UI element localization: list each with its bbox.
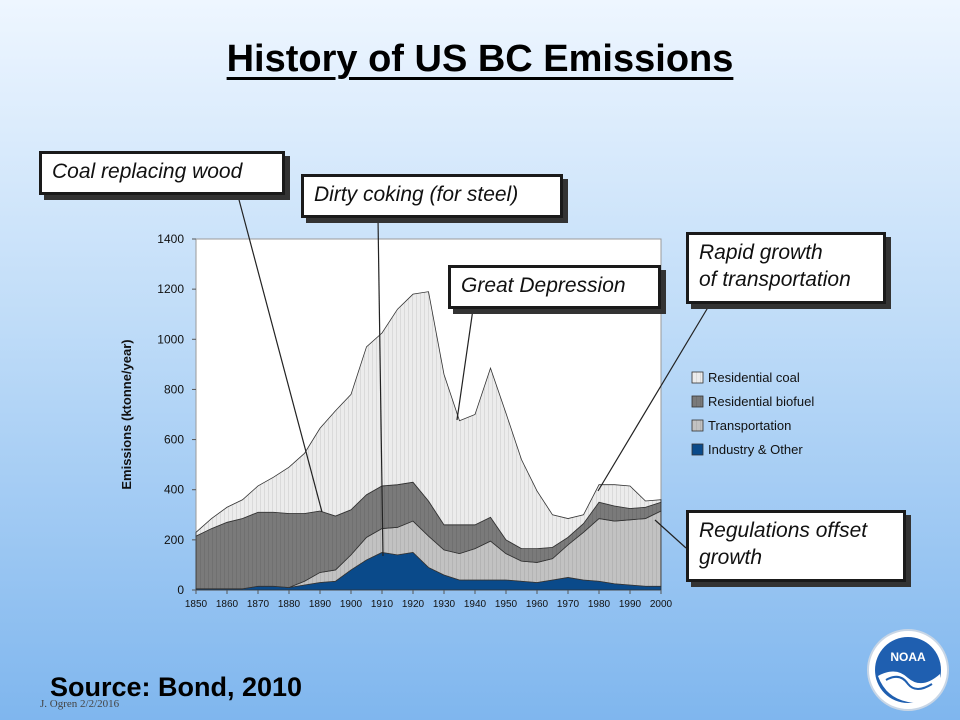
y-tick-label: 800 bbox=[164, 382, 184, 396]
callout-dirty-coking-text: Dirty coking (for steel) bbox=[314, 183, 519, 206]
x-tick-label: 1990 bbox=[619, 599, 642, 610]
callout-pointer-line bbox=[456, 308, 474, 421]
area-residential-coal bbox=[195, 291, 662, 550]
x-tick-label: 1940 bbox=[464, 599, 487, 610]
y-tick-label: 1400 bbox=[157, 232, 184, 246]
callout-dirty-coking: Dirty coking (for steel) bbox=[301, 174, 563, 218]
source-citation: Source: Bond, 2010 bbox=[50, 672, 303, 702]
callout-rapid-growth-line2: of transportation bbox=[699, 268, 851, 291]
legend-label: Residential coal bbox=[708, 370, 800, 385]
legend-label: Residential biofuel bbox=[708, 394, 814, 409]
x-tick-label: 2000 bbox=[650, 599, 673, 610]
callout-coal-replacing-wood: Coal replacing wood bbox=[39, 151, 285, 195]
legend-swatch bbox=[691, 443, 704, 456]
legend-label: Transportation bbox=[708, 418, 791, 433]
callout-pointer-line bbox=[237, 195, 323, 513]
x-tick-label: 1950 bbox=[495, 599, 518, 610]
x-tick-label: 1900 bbox=[340, 599, 363, 610]
x-tick-label: 1860 bbox=[216, 599, 239, 610]
x-tick-label: 1920 bbox=[402, 599, 425, 610]
callout-regulations: Regulations offset growth bbox=[686, 510, 906, 582]
y-tick-label: 600 bbox=[164, 433, 184, 447]
footer-note: J. Ogren 2/2/2016 bbox=[40, 698, 120, 710]
legend-label: Industry & Other bbox=[708, 442, 803, 457]
x-tick-label: 1910 bbox=[371, 599, 394, 610]
callout-rapid-growth-line1: Rapid growth bbox=[699, 241, 823, 264]
legend-swatch bbox=[691, 371, 704, 384]
callout-pointers bbox=[237, 195, 711, 557]
x-tick-label: 1970 bbox=[557, 599, 580, 610]
legend: Residential coal Residential biofuel Trans… bbox=[691, 370, 814, 457]
slide-title: History of US BC Emissions bbox=[226, 38, 734, 80]
y-tick-label: 200 bbox=[164, 533, 184, 547]
callout-great-depression: Great Depression bbox=[448, 265, 661, 309]
legend-swatch bbox=[691, 395, 704, 408]
callout-regulations-line2: growth bbox=[699, 546, 763, 569]
x-tick-label: 1930 bbox=[433, 599, 456, 610]
callout-pointer-line bbox=[377, 217, 384, 557]
y-tick-label: 1000 bbox=[157, 332, 184, 346]
callout-pointer-line bbox=[654, 519, 687, 549]
x-tick-label: 1980 bbox=[588, 599, 611, 610]
y-tick-label: 400 bbox=[164, 483, 184, 497]
x-tick-label: 1890 bbox=[309, 599, 332, 610]
x-tick-label: 1960 bbox=[526, 599, 549, 610]
callout-coal-replacing-wood-text: Coal replacing wood bbox=[52, 160, 243, 183]
y-axis-label: Emissions (ktonne/year) bbox=[119, 339, 134, 489]
callout-regulations-line1: Regulations offset bbox=[699, 519, 868, 542]
x-tick-label: 1850 bbox=[185, 599, 208, 610]
callout-pointer-line bbox=[597, 303, 711, 492]
y-tick-label: 0 bbox=[177, 583, 184, 597]
noaa-logo-icon: NOAA bbox=[867, 629, 949, 711]
callout-great-depression-text: Great Depression bbox=[461, 274, 626, 297]
legend-swatch bbox=[691, 419, 704, 432]
y-tick-label: 1200 bbox=[157, 282, 184, 296]
noaa-logo-text: NOAA bbox=[890, 650, 926, 664]
axis-layer: 1850 1860 1870 1880 1890 1900 1910 1920 1930 1940… bbox=[119, 232, 673, 610]
x-tick-label: 1880 bbox=[278, 599, 301, 610]
x-tick-label: 1870 bbox=[247, 599, 270, 610]
callout-rapid-growth: Rapid growth of transportation bbox=[686, 232, 886, 304]
